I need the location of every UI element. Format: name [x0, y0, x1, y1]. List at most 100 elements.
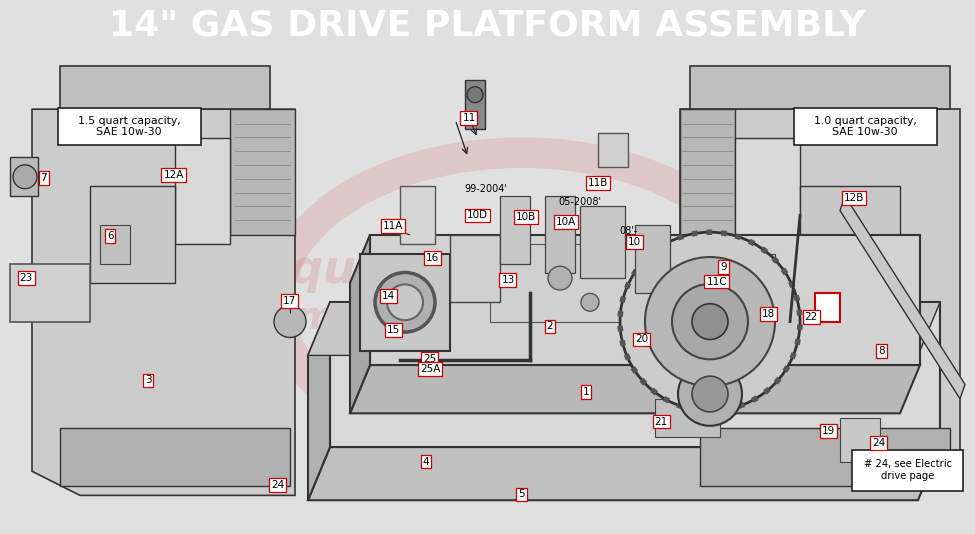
Polygon shape: [680, 109, 960, 471]
Text: 14: 14: [381, 291, 395, 301]
Polygon shape: [655, 399, 720, 437]
Circle shape: [13, 165, 37, 189]
Text: 15: 15: [387, 325, 401, 335]
Text: 24: 24: [872, 438, 885, 448]
Text: 20: 20: [635, 334, 648, 344]
Polygon shape: [330, 302, 940, 447]
Text: 6: 6: [107, 231, 113, 241]
Text: 11: 11: [462, 113, 476, 123]
Text: ter: ter: [45, 449, 112, 494]
Polygon shape: [800, 186, 900, 283]
Polygon shape: [700, 428, 950, 486]
Circle shape: [692, 376, 728, 412]
Bar: [10, 264, 90, 321]
Circle shape: [620, 232, 800, 411]
Polygon shape: [635, 225, 670, 293]
Text: 4: 4: [423, 457, 429, 467]
Text: Equip: Equip: [259, 248, 405, 293]
Polygon shape: [175, 138, 230, 245]
Text: 18: 18: [761, 309, 775, 319]
Polygon shape: [308, 447, 940, 500]
Polygon shape: [350, 235, 370, 413]
Text: 2: 2: [547, 321, 553, 332]
Text: 21: 21: [654, 417, 668, 427]
Text: 10A: 10A: [556, 217, 575, 227]
FancyBboxPatch shape: [794, 108, 937, 145]
Text: 05-2008': 05-2008': [559, 197, 602, 207]
FancyBboxPatch shape: [58, 108, 201, 145]
Text: 10D: 10D: [467, 210, 488, 221]
Text: 10: 10: [628, 237, 642, 247]
Polygon shape: [400, 186, 435, 245]
Polygon shape: [60, 66, 270, 109]
Circle shape: [581, 293, 599, 311]
Text: 12B: 12B: [844, 193, 864, 203]
Text: 16: 16: [426, 253, 440, 263]
Text: 08'-: 08'-: [620, 226, 638, 236]
Text: 1.0 quart capacity,
SAE 10w-30: 1.0 quart capacity, SAE 10w-30: [814, 116, 916, 137]
Polygon shape: [840, 418, 880, 461]
Text: 8: 8: [878, 346, 884, 356]
Text: # 24, see Electric
drive page: # 24, see Electric drive page: [864, 459, 952, 481]
Polygon shape: [598, 134, 628, 167]
Polygon shape: [90, 186, 175, 283]
Polygon shape: [815, 293, 840, 321]
Polygon shape: [32, 109, 295, 496]
Circle shape: [467, 87, 483, 103]
Text: 11A: 11A: [383, 221, 403, 231]
Text: 1.5 quart capacity,
SAE 10w-30: 1.5 quart capacity, SAE 10w-30: [78, 116, 180, 137]
Polygon shape: [308, 302, 330, 500]
Circle shape: [645, 257, 775, 386]
Polygon shape: [680, 109, 735, 235]
Text: 10B: 10B: [516, 212, 535, 222]
Polygon shape: [450, 235, 500, 302]
Circle shape: [387, 285, 423, 320]
Polygon shape: [100, 225, 130, 264]
Text: 3: 3: [145, 375, 151, 386]
Polygon shape: [580, 206, 625, 278]
Text: ist: ist: [419, 299, 476, 339]
Text: ment: ment: [295, 301, 405, 337]
Polygon shape: [10, 158, 38, 196]
Polygon shape: [500, 196, 530, 264]
Polygon shape: [840, 196, 965, 399]
Polygon shape: [730, 254, 775, 321]
Text: 99-2004': 99-2004': [464, 184, 507, 194]
Text: 22: 22: [804, 312, 818, 322]
Text: 11B: 11B: [588, 178, 607, 188]
Polygon shape: [490, 245, 640, 321]
Text: 25: 25: [423, 354, 437, 364]
Polygon shape: [350, 365, 920, 413]
Circle shape: [375, 272, 435, 332]
Text: 5: 5: [519, 490, 525, 499]
Text: 9: 9: [721, 262, 726, 272]
Polygon shape: [360, 254, 450, 350]
Text: 12A: 12A: [164, 170, 183, 180]
Polygon shape: [370, 235, 920, 365]
Text: 13: 13: [501, 275, 515, 285]
Polygon shape: [60, 428, 290, 486]
Text: 1: 1: [583, 387, 589, 397]
Circle shape: [274, 305, 306, 337]
Text: 7: 7: [41, 172, 47, 183]
Text: ownea: ownea: [30, 414, 122, 442]
Polygon shape: [545, 196, 575, 273]
Polygon shape: [308, 302, 940, 356]
Polygon shape: [230, 109, 295, 235]
Text: 24: 24: [271, 480, 285, 490]
Text: 19: 19: [822, 426, 836, 436]
Text: 14" GAS DRIVE PLATFORM ASSEMBLY: 14" GAS DRIVE PLATFORM ASSEMBLY: [109, 9, 866, 43]
Polygon shape: [700, 264, 728, 321]
Text: 11C: 11C: [706, 277, 727, 287]
Circle shape: [548, 266, 572, 290]
Polygon shape: [690, 66, 950, 109]
Polygon shape: [735, 138, 800, 245]
Text: 17: 17: [283, 296, 296, 307]
Circle shape: [692, 304, 728, 340]
Polygon shape: [465, 80, 485, 129]
Text: 23: 23: [20, 273, 33, 283]
Text: Special: Special: [419, 251, 583, 291]
Circle shape: [672, 284, 748, 359]
FancyBboxPatch shape: [852, 450, 963, 491]
Circle shape: [678, 362, 742, 426]
